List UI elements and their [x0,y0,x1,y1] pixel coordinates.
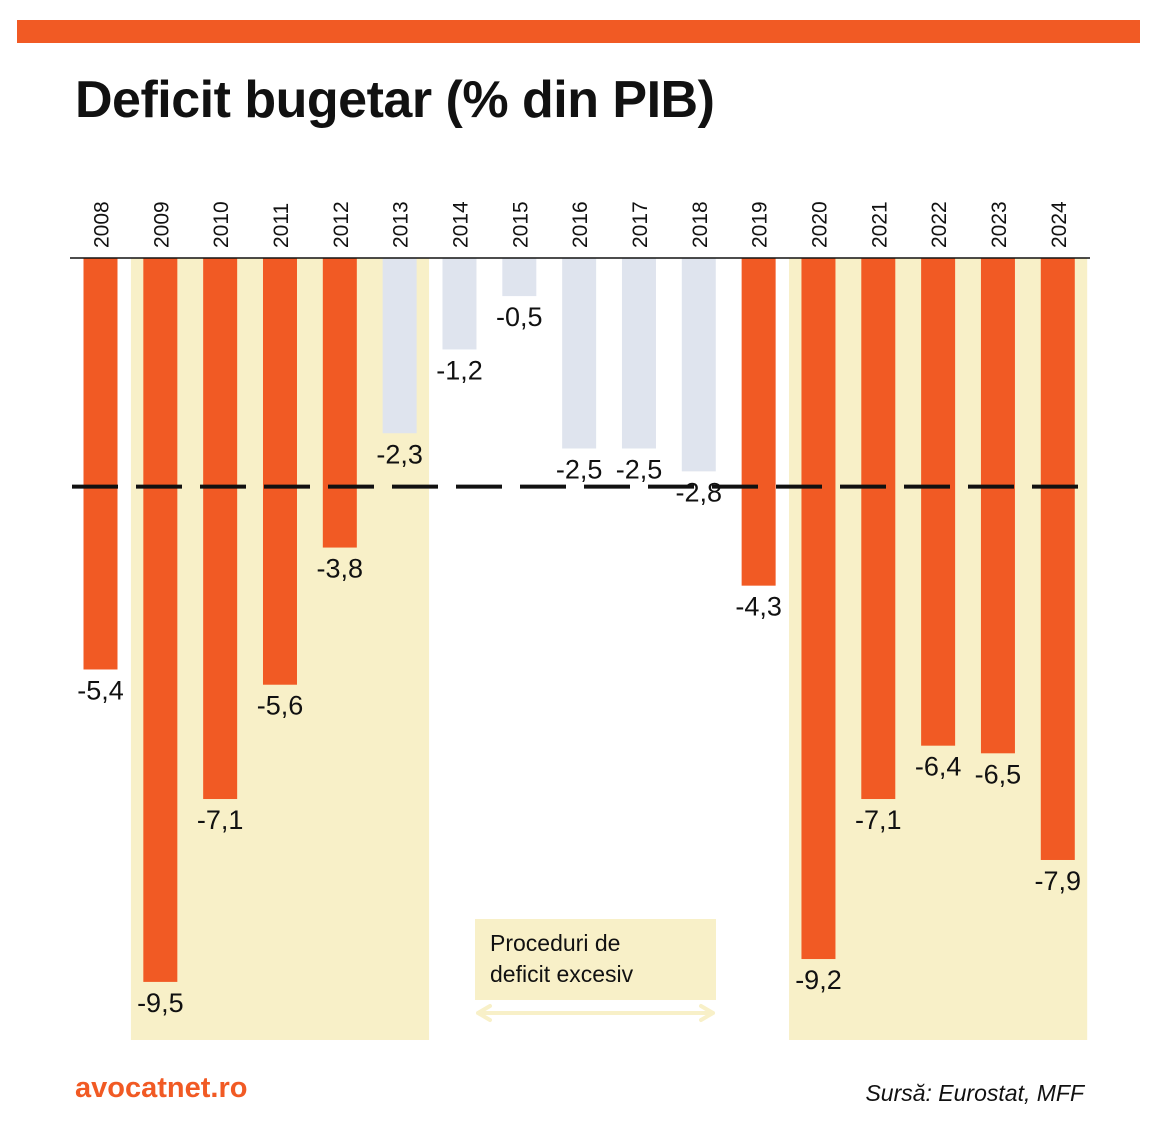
year-label-2023: 2023 [988,201,1011,248]
year-label-2008: 2008 [91,201,114,248]
value-label-2019: -4,3 [735,592,782,622]
value-label-2023: -6,5 [975,759,1022,789]
bar-2014 [442,258,477,350]
year-label-2012: 2012 [330,201,353,248]
legend-text-line2: deficit excesiv [490,961,634,987]
bar-2012 [322,258,357,548]
year-label-2016: 2016 [569,201,592,248]
bar-2008 [83,258,118,670]
value-label-2016: -2,5 [556,455,603,485]
value-label-2012: -3,8 [317,554,364,584]
top-accent-bar [17,20,1140,43]
bar-2015 [502,258,537,297]
year-label-2022: 2022 [928,201,951,248]
year-label-2020: 2020 [808,201,831,248]
value-label-2009: -9,5 [137,988,184,1018]
year-label-2010: 2010 [210,201,233,248]
value-label-2011: -5,6 [257,691,304,721]
year-label-2015: 2015 [509,201,532,248]
bar-2011 [262,258,297,685]
brand-logo-text: avocatnet.ro [75,1072,248,1104]
value-label-2010: -7,1 [197,805,244,835]
year-label-2018: 2018 [689,201,712,248]
year-label-2014: 2014 [449,201,472,248]
year-label-2011: 2011 [270,203,293,248]
bar-2016 [562,258,597,449]
year-label-2017: 2017 [629,201,652,248]
bar-2020 [801,258,836,960]
bar-2022 [921,258,956,746]
value-label-2015: -0,5 [496,302,543,332]
bar-2023 [980,258,1015,754]
value-label-2022: -6,4 [915,752,962,782]
chart-title: Deficit bugetar (% din PIB) [75,71,715,129]
source-note: Sursă: Eurostat, MFF [865,1080,1084,1106]
legend-box [475,919,716,1000]
bar-2018 [681,258,716,472]
bar-2017 [621,258,656,449]
value-label-2017: -2,5 [616,455,663,485]
value-label-2008: -5,4 [77,675,124,705]
year-label-2019: 2019 [749,201,772,248]
bar-2021 [861,258,896,800]
value-label-2021: -7,1 [855,805,902,835]
year-label-2009: 2009 [150,201,173,248]
bar-2024 [1040,258,1075,860]
year-label-2024: 2024 [1048,201,1071,248]
value-label-2014: -1,2 [436,355,483,385]
value-label-2024: -7,9 [1035,866,1082,896]
bar-2009 [143,258,178,982]
value-label-2013: -2,3 [376,439,423,469]
bar-2019 [741,258,776,586]
value-label-2020: -9,2 [795,965,842,995]
legend-text-line1: Proceduri de [490,930,620,956]
double-arrow-icon [476,1004,715,1022]
bar-2010 [203,258,238,800]
value-label-2018: -2,8 [676,477,723,507]
year-label-2021: 2021 [868,201,891,248]
bar-2013 [382,258,417,434]
year-label-2013: 2013 [390,201,413,248]
